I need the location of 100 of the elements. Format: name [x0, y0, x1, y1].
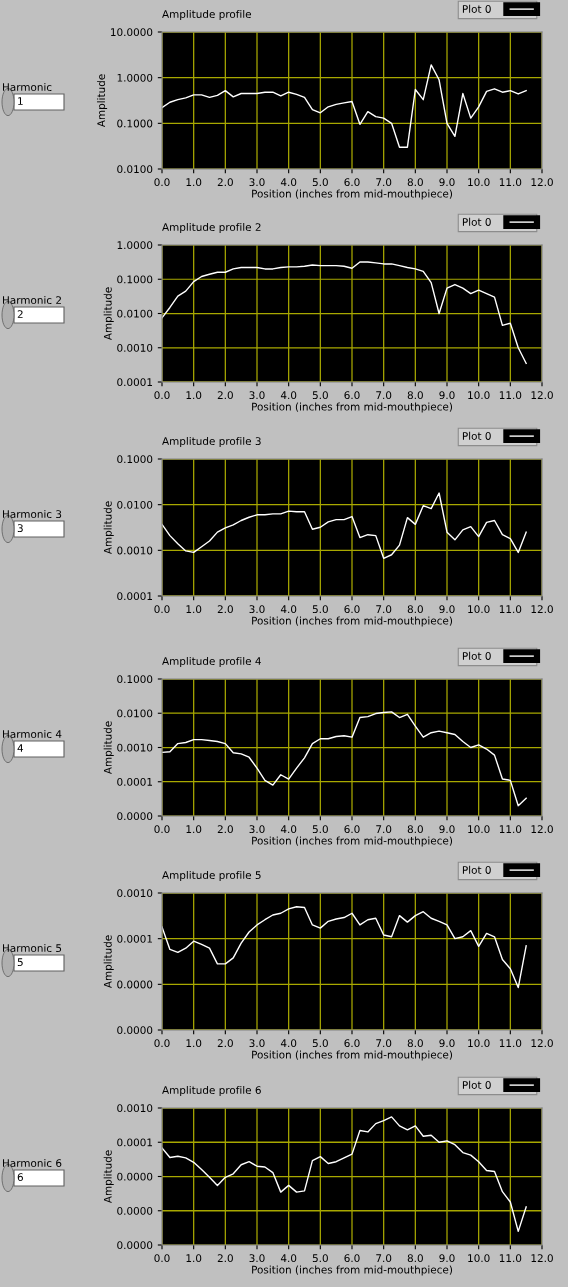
x-tick-label: 0.0	[154, 605, 170, 614]
x-tick-label: 6.0	[344, 391, 360, 400]
x-tick-label: 2.0	[217, 1254, 233, 1263]
y-tick-label: 0.1000	[117, 275, 153, 284]
y-tick-label: 0.0010	[117, 546, 153, 555]
y-tick-label: 0.0100	[117, 165, 153, 174]
y-axis-title: Amplitude	[103, 1150, 114, 1204]
x-tick-label: 8.0	[407, 391, 423, 400]
text: Harmonic 5	[3, 943, 62, 953]
x-tick-label: 3.0	[249, 825, 265, 834]
line-series	[162, 492, 527, 559]
x-tick-label: 10.0	[468, 391, 490, 400]
y-tick-label: 0.0000	[117, 1206, 153, 1215]
line-series	[162, 906, 527, 989]
y-tick-label: 0.0001	[117, 378, 153, 387]
x-tick-label: 9.0	[439, 391, 455, 400]
y-tick-label: 0.0000	[117, 980, 153, 989]
y-tick-label: 0.0010	[117, 343, 153, 352]
x-tick-label: 1.0	[186, 178, 202, 187]
x-tick-label: 0.0	[154, 391, 170, 400]
x-tick-label: 7.0	[376, 178, 392, 187]
x-tick-label: 7.0	[376, 1039, 392, 1048]
y-tick-label: 0.0000	[117, 1026, 153, 1035]
x-tick-label: 10.0	[468, 1254, 490, 1263]
x-tick-label: 2.0	[217, 825, 233, 834]
y-axis-title: Amplitude	[103, 935, 114, 989]
x-tick-label: 1.0	[186, 1039, 202, 1048]
x-tick-label: 10.0	[468, 825, 490, 834]
x-tick-label: 9.0	[439, 1039, 455, 1048]
x-tick-label: 6.0	[344, 605, 360, 614]
chart-title: Amplitude profile 6	[162, 1085, 261, 1097]
x-tick-label: 6.0	[344, 178, 360, 187]
legend-label: Plot 0	[462, 217, 491, 226]
x-tick-label: 11.0	[499, 391, 522, 400]
x-tick-label: 1.0	[186, 825, 202, 834]
x-axis-title: Position (inches from mid-mouthpiece)	[252, 836, 452, 847]
x-tick-label: 10.0	[468, 1039, 490, 1048]
x-axis-title: Position (inches from mid-mouthpiece)	[252, 616, 452, 627]
x-tick-label: 4.0	[280, 178, 297, 187]
chart-title: Amplitude profile	[162, 9, 252, 21]
x-tick-label: 12.0	[531, 1039, 553, 1048]
x-tick-label: 1.0	[186, 391, 202, 400]
x-tick-label: 4.0	[280, 1254, 297, 1263]
y-axis-title: Amplitude	[103, 501, 114, 555]
y-tick-label: 1.0000	[117, 73, 153, 82]
chart-title: Amplitude profile 2	[162, 222, 261, 234]
x-tick-label: 3.0	[249, 391, 265, 400]
chart-title: Amplitude profile 3	[162, 436, 261, 448]
text: 6	[17, 1173, 23, 1182]
y-tick-label: 0.0010	[117, 1104, 153, 1113]
legend-label: Plot 0	[462, 865, 491, 874]
x-tick-label: 10.0	[468, 605, 490, 614]
y-tick-label: 0.0001	[117, 934, 153, 943]
text: 4	[17, 744, 24, 752]
y-axis-title: Amplitude	[103, 287, 114, 341]
y-axis-title: Amplitude	[103, 721, 114, 775]
x-tick-label: 12.0	[531, 605, 553, 614]
x-tick-label: 2.0	[217, 605, 233, 614]
x-tick-label: 2.0	[217, 1039, 233, 1048]
x-tick-label: 8.0	[407, 1254, 423, 1263]
x-axis-title: Position (inches from mid-mouthpiece)	[252, 1050, 452, 1061]
legend-label: Plot 0	[462, 651, 491, 660]
x-tick-label: 8.0	[407, 825, 423, 834]
x-tick-label: 6.0	[344, 825, 360, 834]
y-tick-label: 0.1000	[117, 455, 153, 464]
y-axis-title: Amplitude	[97, 74, 108, 128]
x-tick-label: 5.0	[312, 391, 328, 400]
x-tick-label: 0.0	[154, 1254, 170, 1263]
legend-label: Plot 0	[462, 4, 491, 13]
text: Harmonic 4	[3, 729, 62, 739]
text: 5	[17, 958, 23, 967]
x-axis-title: Position (inches from mid-mouthpiece)	[252, 189, 452, 200]
x-tick-label: 8.0	[407, 178, 423, 187]
x-tick-label: 7.0	[376, 825, 392, 834]
x-tick-label: 0.0	[154, 178, 170, 187]
y-tick-label: 0.0010	[117, 743, 153, 752]
text: Harmonic 6	[3, 1158, 62, 1168]
x-tick-label: 5.0	[312, 825, 328, 834]
x-tick-label: 6.0	[344, 1254, 360, 1263]
legend-label: Plot 0	[462, 1080, 491, 1089]
x-tick-label: 11.0	[499, 825, 522, 834]
x-tick-label: 12.0	[531, 178, 553, 187]
y-tick-label: 0.0010	[117, 889, 153, 898]
chart-title: Amplitude profile 4	[162, 656, 261, 668]
line-series	[162, 261, 527, 365]
x-tick-label: 2.0	[217, 391, 233, 400]
x-tick-label: 9.0	[439, 825, 455, 834]
x-tick-label: 6.0	[344, 1039, 360, 1048]
x-axis-title: Position (inches from mid-mouthpiece)	[252, 1265, 452, 1276]
x-tick-label: 3.0	[249, 1039, 265, 1048]
y-tick-label: 0.0000	[117, 1241, 153, 1250]
x-tick-label: 7.0	[376, 605, 392, 614]
y-tick-label: 1.0000	[117, 241, 153, 250]
line-series	[162, 711, 527, 807]
x-tick-label: 4.0	[280, 391, 297, 400]
x-tick-label: 11.0	[499, 178, 522, 187]
text: Harmonic 2	[3, 295, 61, 305]
x-tick-label: 5.0	[312, 178, 328, 187]
text: Harmonic 3	[3, 509, 62, 519]
y-tick-label: 0.0000	[117, 812, 153, 821]
